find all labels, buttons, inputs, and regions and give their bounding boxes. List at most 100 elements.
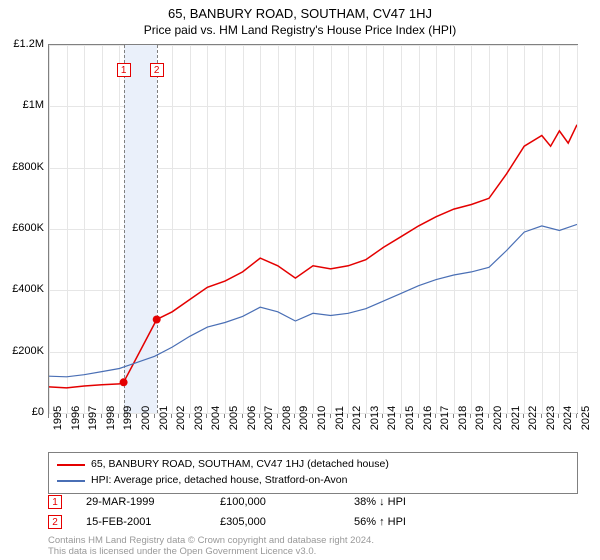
chart-title: 65, BANBURY ROAD, SOUTHAM, CV47 1HJ <box>0 0 600 21</box>
x-tick-mark <box>294 414 295 418</box>
x-tick-mark <box>330 414 331 418</box>
x-tick-label: 2010 <box>316 406 328 430</box>
plot-area: 12 <box>48 44 578 414</box>
legend-row: 65, BANBURY ROAD, SOUTHAM, CV47 1HJ (det… <box>57 457 569 473</box>
x-tick-label: 2019 <box>474 406 486 430</box>
event-date: 29-MAR-1999 <box>86 496 196 508</box>
footer-attribution: Contains HM Land Registry data © Crown c… <box>48 535 578 558</box>
x-tick-label: 1996 <box>70 406 82 430</box>
grid-line-v <box>577 45 578 413</box>
x-tick-mark <box>171 414 172 418</box>
x-tick-mark <box>242 414 243 418</box>
series-marker <box>153 316 161 324</box>
x-tick-mark <box>400 414 401 418</box>
x-tick-mark <box>541 414 542 418</box>
x-tick-mark <box>277 414 278 418</box>
event-date: 15-FEB-2001 <box>86 516 196 528</box>
event-delta: 38% ↓ HPI <box>354 496 464 508</box>
x-tick-label: 2015 <box>404 406 416 430</box>
x-tick-mark <box>48 414 49 418</box>
x-tick-label: 2006 <box>246 406 258 430</box>
legend-swatch <box>57 464 85 466</box>
event-row: 1 29-MAR-1999 £100,000 38% ↓ HPI <box>48 492 578 512</box>
x-tick-mark <box>259 414 260 418</box>
x-tick-label: 2016 <box>422 406 434 430</box>
footer-line-2: This data is licensed under the Open Gov… <box>48 546 578 557</box>
x-tick-label: 2009 <box>298 406 310 430</box>
x-tick-label: 2008 <box>281 406 293 430</box>
x-tick-mark <box>470 414 471 418</box>
event-delta: 56% ↑ HPI <box>354 516 464 528</box>
y-tick-label: £1.2M <box>13 38 44 50</box>
x-tick-mark <box>118 414 119 418</box>
legend-label: HPI: Average price, detached house, Stra… <box>91 473 347 489</box>
y-tick-label: £200K <box>12 345 44 357</box>
event-marker: 1 <box>48 495 62 509</box>
chart-container: 65, BANBURY ROAD, SOUTHAM, CV47 1HJ Pric… <box>0 0 600 560</box>
x-tick-mark <box>558 414 559 418</box>
x-tick-mark <box>418 414 419 418</box>
x-tick-label: 2004 <box>210 406 222 430</box>
legend-swatch <box>57 480 85 482</box>
x-tick-mark <box>435 414 436 418</box>
x-tick-mark <box>506 414 507 418</box>
y-tick-label: £400K <box>12 283 44 295</box>
event-price: £305,000 <box>220 516 330 528</box>
x-tick-label: 2020 <box>492 406 504 430</box>
x-tick-mark <box>576 414 577 418</box>
chart-event-marker: 1 <box>117 63 131 77</box>
x-tick-label: 2024 <box>562 406 574 430</box>
chart-subtitle: Price paid vs. HM Land Registry's House … <box>0 21 600 37</box>
x-tick-mark <box>224 414 225 418</box>
series-marker <box>120 378 128 386</box>
event-marker: 2 <box>48 515 62 529</box>
x-tick-label: 2003 <box>193 406 205 430</box>
x-tick-mark <box>347 414 348 418</box>
y-tick-label: £600K <box>12 222 44 234</box>
x-tick-label: 2002 <box>175 406 187 430</box>
x-tick-label: 2001 <box>158 406 170 430</box>
x-tick-label: 1995 <box>52 406 64 430</box>
x-tick-label: 2021 <box>510 406 522 430</box>
x-tick-mark <box>136 414 137 418</box>
x-tick-mark <box>382 414 383 418</box>
chart-event-marker: 2 <box>150 63 164 77</box>
y-tick-label: £0 <box>32 406 44 418</box>
footer-line-1: Contains HM Land Registry data © Crown c… <box>48 535 578 546</box>
event-row: 2 15-FEB-2001 £305,000 56% ↑ HPI <box>48 512 578 532</box>
x-tick-mark <box>488 414 489 418</box>
x-tick-label: 2013 <box>369 406 381 430</box>
x-tick-mark <box>206 414 207 418</box>
x-tick-label: 2017 <box>439 406 451 430</box>
x-tick-label: 1999 <box>122 406 134 430</box>
events-table: 1 29-MAR-1999 £100,000 38% ↓ HPI 2 15-FEB-200… <box>48 492 578 532</box>
x-tick-label: 2014 <box>386 406 398 430</box>
series-line-price_paid <box>49 125 577 388</box>
event-price: £100,000 <box>220 496 330 508</box>
x-tick-label: 2005 <box>228 406 240 430</box>
legend-row: HPI: Average price, detached house, Stra… <box>57 473 569 489</box>
x-tick-mark <box>365 414 366 418</box>
x-tick-label: 2012 <box>351 406 363 430</box>
series-line-hpi <box>49 224 577 376</box>
x-tick-mark <box>312 414 313 418</box>
x-tick-mark <box>101 414 102 418</box>
x-tick-label: 2007 <box>263 406 275 430</box>
x-tick-mark <box>189 414 190 418</box>
y-tick-label: £800K <box>12 161 44 173</box>
x-tick-label: 2025 <box>580 406 592 430</box>
y-tick-label: £1M <box>23 99 44 111</box>
x-tick-label: 1997 <box>87 406 99 430</box>
x-tick-mark <box>66 414 67 418</box>
x-tick-label: 2023 <box>545 406 557 430</box>
legend-label: 65, BANBURY ROAD, SOUTHAM, CV47 1HJ (det… <box>91 457 389 473</box>
x-tick-mark <box>154 414 155 418</box>
x-tick-label: 2000 <box>140 406 152 430</box>
x-tick-label: 2022 <box>527 406 539 430</box>
series-layer <box>49 45 577 413</box>
x-tick-label: 1998 <box>105 406 117 430</box>
x-tick-mark <box>453 414 454 418</box>
legend: 65, BANBURY ROAD, SOUTHAM, CV47 1HJ (det… <box>48 452 578 494</box>
x-tick-mark <box>523 414 524 418</box>
x-tick-label: 2018 <box>457 406 469 430</box>
